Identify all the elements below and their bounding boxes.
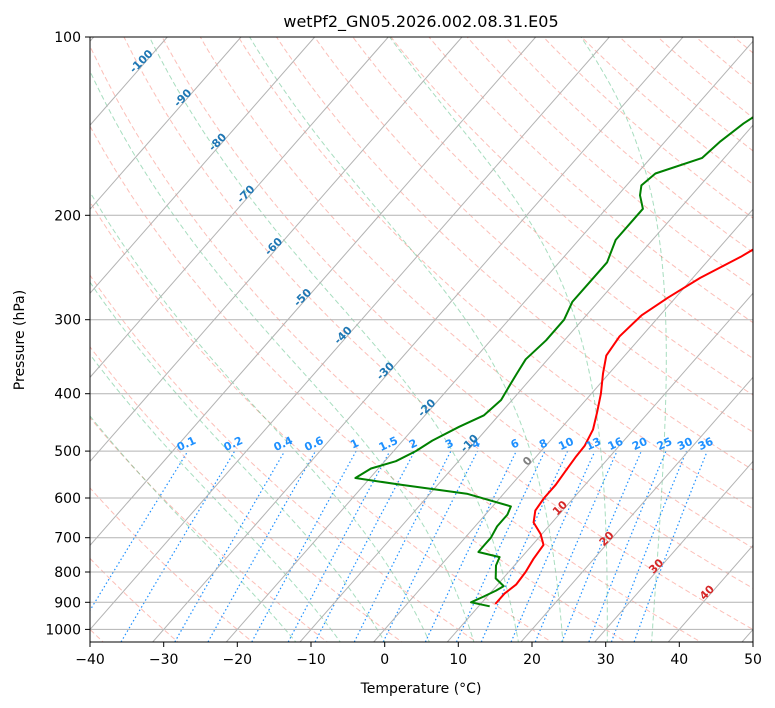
- mixing-ratio-line: [534, 450, 618, 642]
- chart-title: wetPf2_GN05.2026.002.08.31.E05: [283, 12, 558, 32]
- x-tick-label: 20: [523, 652, 541, 668]
- y-tick-label: 300: [54, 313, 81, 329]
- dry-adiabat: [90, 125, 627, 642]
- x-tick-label: −20: [223, 652, 253, 668]
- y-tick-label: 800: [54, 565, 81, 581]
- x-tick-label: 10: [449, 652, 467, 668]
- y-tick-label: 100: [54, 30, 81, 46]
- isotherm: [90, 37, 389, 379]
- dry-adiabat: [237, 37, 753, 510]
- temperature-line: [494, 248, 753, 605]
- y-tick-label: 1000: [45, 622, 81, 638]
- isobars: [90, 37, 753, 630]
- mixing-ratio-label: 13: [584, 435, 603, 453]
- isotherm: [90, 37, 537, 547]
- x-tick-label: 50: [744, 652, 762, 668]
- x-tick-label: −30: [149, 652, 179, 668]
- x-axis: −40 −30 −20 −10 0 10 20 30 40 50: [75, 642, 762, 668]
- isotherm: [90, 37, 316, 295]
- mixing-ratio-label: 16: [606, 435, 626, 453]
- y-axis: 100 200 300 400 500 600 700 800 900 1000: [45, 30, 90, 638]
- y-tick-label: 700: [54, 531, 81, 547]
- dry-adiabat: [123, 37, 753, 630]
- dry-adiabat: [352, 37, 753, 396]
- x-tick-label: 30: [597, 652, 615, 668]
- mixing-ratio-line: [353, 450, 452, 642]
- y-axis-title: Pressure (hPa): [12, 290, 28, 390]
- plot-frame: [89, 36, 754, 643]
- mixing-ratio-label: 20: [630, 435, 650, 453]
- mixing-ratio-label: 25: [655, 435, 674, 453]
- mixing-ratio-line: [510, 450, 596, 642]
- y-tick-label: 200: [54, 208, 81, 224]
- dry-adiabat: [466, 37, 753, 288]
- mixing-ratio-line: [90, 450, 189, 612]
- mixing-ratio-line: [382, 450, 479, 642]
- y-tick-label: 500: [54, 444, 81, 460]
- mixing-ratio-line: [633, 450, 708, 642]
- mixing-ratio-label: 36: [696, 435, 716, 453]
- isotherm: [152, 37, 684, 642]
- mixing-ratio-label: 10: [556, 435, 576, 453]
- isotherm: [90, 37, 610, 631]
- mixing-ratio-line: [588, 450, 667, 642]
- mixing-ratio-line: [561, 450, 642, 642]
- isotherm: [594, 460, 753, 642]
- isotherm: [373, 208, 753, 642]
- mixing-ratio-line: [610, 450, 688, 642]
- isotherm: [520, 376, 753, 642]
- dewpoint-line: [354, 116, 753, 608]
- mixing-ratio-line: [251, 450, 357, 642]
- x-tick-label: −10: [296, 652, 326, 668]
- profile-series: [354, 116, 753, 608]
- x-axis-title: Temperature (°C): [360, 681, 482, 697]
- dry-adiabat: [161, 37, 753, 589]
- isotherm: [90, 37, 242, 211]
- mixing-ratio-line: [207, 450, 317, 642]
- mixing-ratio-line: [287, 450, 391, 642]
- isotherm: [225, 40, 753, 642]
- x-tick-label: −40: [75, 652, 105, 668]
- x-tick-label: 0: [380, 652, 389, 668]
- x-tick-label: 40: [670, 652, 688, 668]
- y-tick-label: 600: [54, 491, 81, 507]
- mixing-ratio-label: 30: [675, 435, 695, 453]
- y-tick-label: 400: [54, 387, 81, 403]
- isotherm: [446, 292, 753, 642]
- y-tick-label: 900: [54, 595, 81, 611]
- moist-adiabat: [90, 191, 430, 642]
- dry-adiabat: [313, 37, 753, 433]
- isotherm: [90, 37, 463, 463]
- isotherm: [299, 124, 753, 642]
- dry-adiabat: [199, 37, 753, 549]
- isotherms: [90, 37, 753, 642]
